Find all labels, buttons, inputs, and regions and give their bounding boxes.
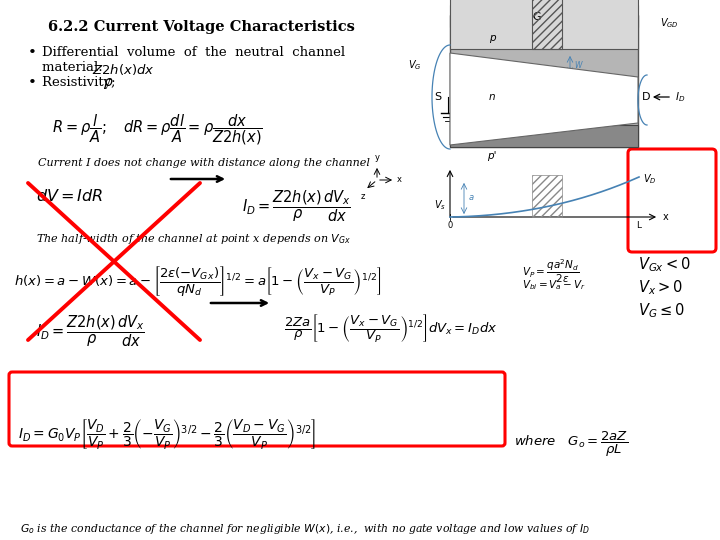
Text: D: D: [642, 92, 650, 102]
Text: $V_{Gx} < 0$: $V_{Gx} < 0$: [638, 255, 690, 274]
Text: material:: material:: [42, 61, 107, 74]
Text: $h(x) = a - W(x) = a - \left[\dfrac{2\varepsilon(-V_{Gx})}{qN_d}\right]^{1/2} = : $h(x) = a - W(x) = a - \left[\dfrac{2\va…: [14, 264, 382, 298]
Text: The half-width of the channel at point x depends on $V_{Gx}$: The half-width of the channel at point x…: [36, 232, 351, 246]
Text: Current I does not change with distance along the channel: Current I does not change with distance …: [38, 158, 370, 168]
Text: $\rho$: $\rho$: [103, 76, 114, 91]
Bar: [450, 0, 638, 49]
Text: z: z: [361, 192, 365, 201]
Text: S: S: [434, 92, 441, 102]
Text: $\dfrac{2Za}{\rho}\left[1 - \left(\dfrac{V_x - V_G}{V_P}\right)^{1/2}\right]dV_x: $\dfrac{2Za}{\rho}\left[1 - \left(\dfrac…: [284, 313, 498, 345]
Text: •: •: [28, 46, 37, 60]
Text: $V_P = \dfrac{qa^2N_d}{2\varepsilon}$: $V_P = \dfrac{qa^2N_d}{2\varepsilon}$: [522, 258, 580, 285]
Text: x: x: [663, 212, 669, 222]
Text: x: x: [397, 176, 402, 185]
Text: p': p': [487, 151, 497, 161]
Text: $h$: $h$: [584, 94, 591, 105]
Text: $I_D = \dfrac{Z2h(x)}{\rho}\dfrac{dV_x}{dx}$: $I_D = \dfrac{Z2h(x)}{\rho}\dfrac{dV_x}{…: [242, 188, 351, 224]
Text: •: •: [28, 76, 37, 90]
Text: $Z2h(x)dx$: $Z2h(x)dx$: [92, 62, 155, 77]
Text: $R = \rho\dfrac{l}{A};\quad dR = \rho\dfrac{dl}{A} = \rho\dfrac{dx}{Z2h(x)}$: $R = \rho\dfrac{l}{A};\quad dR = \rho\df…: [52, 112, 263, 146]
Text: $G_o$ is the conductance of the channel for negligible $W(x)$, i.e.,  with no ga: $G_o$ is the conductance of the channel …: [20, 522, 590, 536]
Bar: [450, 125, 638, 147]
Text: p: p: [489, 33, 495, 43]
Bar: [532, 175, 562, 217]
Bar: [450, 5, 638, 27]
Text: $V_x > 0$: $V_x > 0$: [638, 278, 683, 296]
Text: $I_D = \dfrac{Z2h(x)}{\rho}\dfrac{dV_x}{dx}$: $I_D = \dfrac{Z2h(x)}{\rho}\dfrac{dV_x}{…: [36, 313, 145, 348]
Text: 6.2.2 Current Voltage Characteristics: 6.2.2 Current Voltage Characteristics: [48, 20, 355, 34]
Text: G: G: [533, 12, 541, 22]
FancyBboxPatch shape: [628, 149, 716, 252]
Text: n: n: [489, 92, 495, 102]
Text: $I_D$: $I_D$: [675, 90, 685, 104]
Text: 0: 0: [447, 221, 453, 230]
Text: $W$: $W$: [574, 59, 584, 71]
Text: Resistivity;: Resistivity;: [42, 76, 120, 89]
Text: $where \quad G_o = \dfrac{2aZ}{\rho L}$: $where \quad G_o = \dfrac{2aZ}{\rho L}$: [514, 430, 629, 459]
Text: $V_D$: $V_D$: [643, 172, 657, 186]
Text: Differential  volume  of  the  neutral  channel: Differential volume of the neutral chann…: [42, 46, 345, 59]
Text: $V_{bi} = V_a - V_r$: $V_{bi} = V_a - V_r$: [522, 278, 586, 292]
Text: $a$: $a$: [466, 94, 473, 104]
FancyBboxPatch shape: [9, 372, 505, 446]
Text: $a$: $a$: [468, 193, 474, 202]
Text: $V_G$: $V_G$: [408, 58, 422, 72]
Bar: [450, 15, 638, 147]
Polygon shape: [450, 53, 638, 145]
Text: $V_{GD}$: $V_{GD}$: [660, 16, 679, 30]
Text: $I_D = G_0 V_P\left[\dfrac{V_D}{V_P} + \dfrac{2}{3}\left(-\dfrac{V_G}{V_P}\right: $I_D = G_0 V_P\left[\dfrac{V_D}{V_P} + \…: [18, 417, 316, 451]
Text: $V_s$: $V_s$: [434, 198, 446, 212]
Text: y: y: [374, 153, 379, 162]
Text: $V_G \leq 0$: $V_G \leq 0$: [638, 301, 685, 320]
Text: L: L: [636, 221, 642, 230]
Bar: [532, 0, 562, 49]
Text: $dV = IdR$: $dV = IdR$: [36, 188, 103, 204]
